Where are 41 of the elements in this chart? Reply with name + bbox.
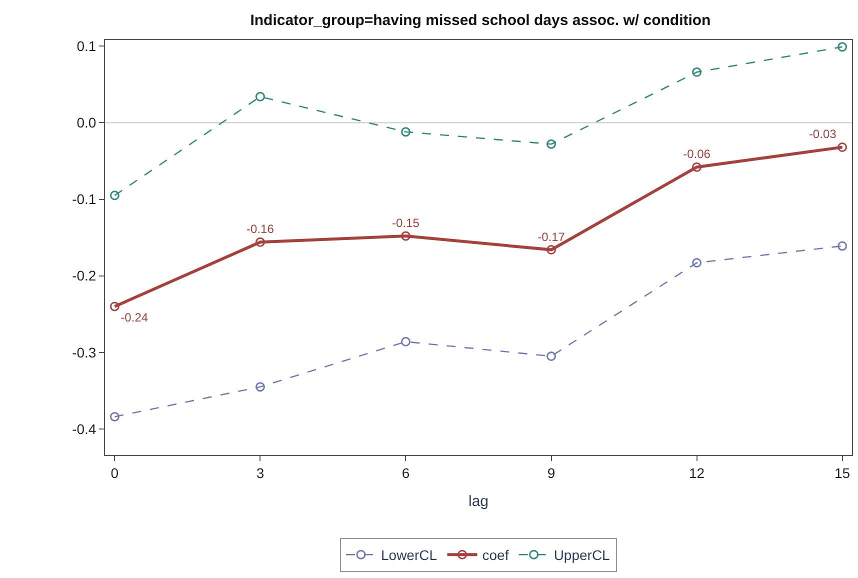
data-label: -0.16 xyxy=(246,222,274,236)
point xyxy=(838,241,848,251)
x-axis-title: lag xyxy=(468,492,489,510)
point xyxy=(546,245,556,255)
point xyxy=(400,336,410,346)
x-tick-label: 15 xyxy=(834,464,850,481)
point xyxy=(255,92,265,102)
chart-title: Indicator_group=having missed school days assoc. w/ condition xyxy=(250,12,711,29)
y-tick-label: -0.4 xyxy=(72,420,96,437)
y-tick-label: -0.2 xyxy=(72,268,96,284)
legend-label: coef xyxy=(482,547,509,564)
y-tick-label: 0.1 xyxy=(76,38,96,54)
point xyxy=(255,237,265,247)
x-tick-label: 0 xyxy=(110,464,119,481)
x-tick-label: 3 xyxy=(256,464,264,481)
point xyxy=(400,231,410,241)
data-label: -0.03 xyxy=(808,127,837,142)
point xyxy=(692,67,702,77)
point xyxy=(110,302,120,312)
y-tick-label: -0.3 xyxy=(72,344,96,360)
data-label: -0.15 xyxy=(392,216,420,230)
legend-label: UpperCL xyxy=(554,547,610,564)
point xyxy=(110,190,120,200)
legend-label: LowerCL xyxy=(381,547,438,564)
point xyxy=(255,382,265,392)
point xyxy=(110,412,120,422)
point xyxy=(838,42,848,52)
y-tick-label: 0.0 xyxy=(76,114,96,131)
x-tick-label: 12 xyxy=(688,464,705,481)
point xyxy=(400,127,410,137)
data-label: -0.06 xyxy=(683,147,711,162)
point xyxy=(546,139,556,149)
point xyxy=(692,162,702,172)
y-tick-label: -0.1 xyxy=(72,191,96,208)
data-label: -0.17 xyxy=(538,230,566,244)
point xyxy=(838,142,848,152)
x-tick-label: 6 xyxy=(402,464,410,481)
x-tick-label: 9 xyxy=(547,464,556,481)
data-label: -0.24 xyxy=(120,310,148,324)
point xyxy=(692,258,702,268)
point xyxy=(546,351,556,361)
